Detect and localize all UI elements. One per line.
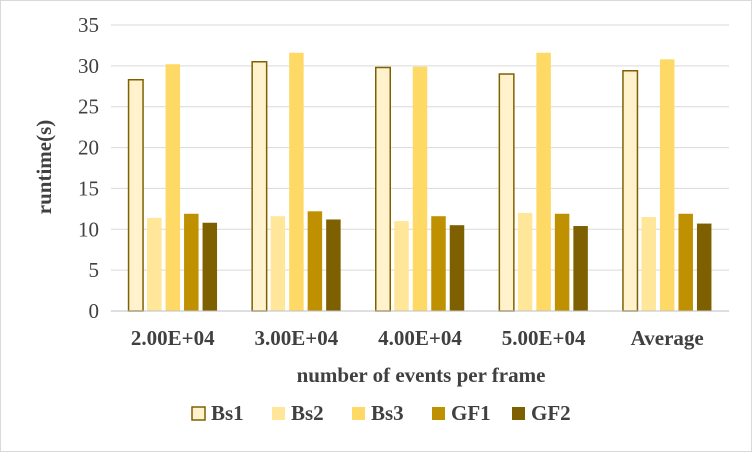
y-tick-labels: 0 5 10 15 20 25 30 35 xyxy=(78,13,99,323)
legend: Bs1 Bs2 Bs3 GF1 GF2 xyxy=(191,401,571,425)
bar-gf2-3 xyxy=(449,225,465,311)
bar-bs2-2 xyxy=(270,216,286,311)
bar-bs2-1 xyxy=(147,217,162,311)
bar-bs3-1 xyxy=(165,64,181,311)
legend-label-gf2: GF2 xyxy=(531,401,571,425)
y-tick-label: 35 xyxy=(78,13,99,37)
y-tick-label: 15 xyxy=(78,176,99,200)
y-tick-label: 20 xyxy=(78,136,99,160)
bar-gf1-1 xyxy=(184,213,199,311)
y-tick-label: 0 xyxy=(89,299,100,323)
legend-label-gf1: GF1 xyxy=(451,401,491,425)
bar-bs3-4 xyxy=(536,52,551,311)
bar-bs3-3 xyxy=(412,66,428,311)
bar-bs2-3 xyxy=(394,221,409,311)
y-tick-label: 5 xyxy=(89,258,100,282)
bar-bs3-2 xyxy=(289,52,304,311)
y-tick-label: 25 xyxy=(78,95,99,119)
x-axis-title: number of events per frame xyxy=(297,363,546,387)
legend-swatch-bs2 xyxy=(272,407,285,420)
legend-label-bs2: Bs2 xyxy=(291,401,324,425)
bar-gf1-3 xyxy=(431,216,446,311)
x-category-label: 2.00E+04 xyxy=(131,326,215,350)
bar-bs3-5 xyxy=(659,59,675,311)
legend-label-bs1: Bs1 xyxy=(211,401,244,425)
x-category-labels: 2.00E+04 3.00E+04 4.00E+04 5.00E+04 Average xyxy=(131,326,704,350)
legend-swatch-bs1 xyxy=(191,406,206,421)
bar-bs1-1 xyxy=(127,78,144,312)
bar-gf1-4 xyxy=(554,213,570,311)
x-category-label: 3.00E+04 xyxy=(255,326,339,350)
bar-bs1-4 xyxy=(498,73,515,312)
legend-label-bs3: Bs3 xyxy=(371,401,404,425)
bar-gf1-5 xyxy=(678,213,693,311)
x-category-label: Average xyxy=(631,326,704,350)
bars xyxy=(127,52,712,312)
bar-bs2-5 xyxy=(641,217,656,311)
legend-swatch-gf2 xyxy=(512,407,525,420)
legend-swatch-bs3 xyxy=(352,407,365,420)
x-category-label: 4.00E+04 xyxy=(378,326,462,350)
bar-gf1-2 xyxy=(307,211,323,311)
bar-bs1-5 xyxy=(622,70,639,312)
legend-swatch-gf1 xyxy=(432,407,445,420)
bar-bs1-3 xyxy=(375,66,391,312)
bar-gf2-5 xyxy=(696,223,712,311)
x-category-label: 5.00E+04 xyxy=(502,326,586,350)
bar-bs1-2 xyxy=(251,61,268,312)
y-tick-label: 10 xyxy=(78,217,99,241)
bar-gf2-1 xyxy=(202,222,218,311)
bar-gf2-4 xyxy=(573,226,588,311)
y-tick-label: 30 xyxy=(78,54,99,78)
bar-bs2-4 xyxy=(517,212,533,311)
bar-gf2-2 xyxy=(326,219,341,311)
y-axis-title: runtime(s) xyxy=(32,120,56,214)
